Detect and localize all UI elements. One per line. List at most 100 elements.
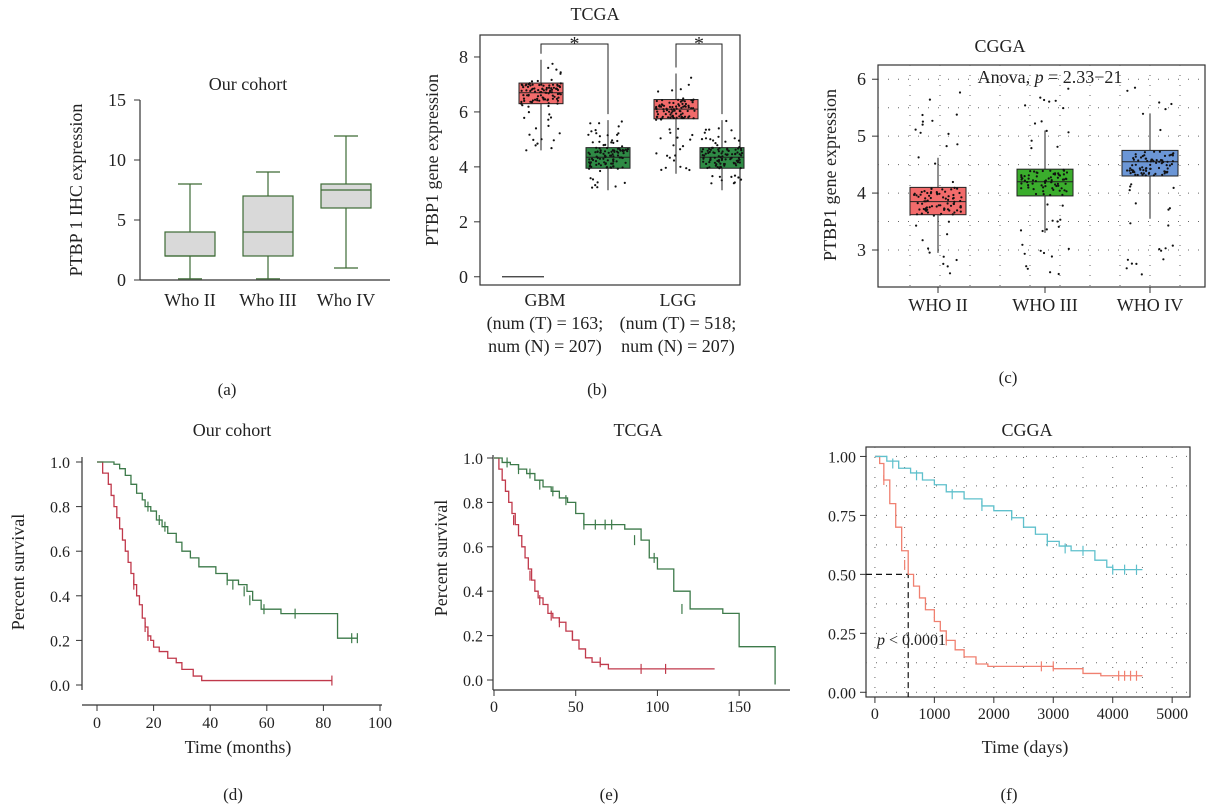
c-jitter-point bbox=[932, 214, 936, 217]
c-jitter-point bbox=[1054, 183, 1057, 186]
c-jitter-point bbox=[925, 206, 929, 209]
c-y-tick-label: 5 bbox=[857, 126, 866, 146]
b-jitter-point bbox=[617, 151, 620, 154]
b-jitter-point bbox=[721, 155, 724, 158]
b-jitter-point bbox=[711, 175, 714, 178]
c-jitter-point bbox=[959, 199, 962, 203]
b-jitter-point bbox=[706, 166, 709, 170]
c-jitter-point bbox=[953, 186, 956, 189]
c-jitter-point bbox=[1023, 179, 1026, 182]
c-jitter-point bbox=[1167, 208, 1170, 211]
b-jitter-point bbox=[692, 117, 695, 120]
c-jitter-point bbox=[1168, 154, 1171, 157]
b-jitter-point bbox=[716, 166, 719, 169]
f-x-tick-label: 0 bbox=[871, 706, 879, 723]
c-jitter-point bbox=[942, 196, 945, 199]
b-jitter-point bbox=[521, 104, 524, 107]
b-jitter-point bbox=[721, 150, 724, 153]
c-jitter-point bbox=[921, 239, 924, 242]
panel-a-title: Our cohort bbox=[209, 74, 287, 94]
b-jitter-point bbox=[665, 107, 668, 110]
b-jitter-point bbox=[591, 141, 594, 144]
c-jitter-point bbox=[953, 211, 956, 214]
b-jitter-point bbox=[542, 89, 546, 92]
b-jitter-point bbox=[588, 158, 591, 161]
c-jitter-point bbox=[1141, 155, 1144, 158]
c-jitter-point bbox=[1130, 183, 1133, 186]
b-jitter-point bbox=[614, 185, 617, 188]
b-jitter-point bbox=[537, 89, 540, 92]
c-jitter-point bbox=[951, 180, 955, 184]
c-jitter-point bbox=[1033, 122, 1037, 125]
c-jitter-point bbox=[930, 187, 933, 190]
c-jitter-point bbox=[1056, 176, 1059, 179]
c-jitter-point bbox=[1029, 170, 1032, 173]
b-jitter-point bbox=[536, 95, 540, 98]
c-jitter-point bbox=[942, 262, 945, 265]
b-jitter-point bbox=[708, 128, 711, 131]
b-jitter-point bbox=[594, 160, 598, 163]
b-jitter-point bbox=[730, 175, 733, 178]
c-jitter-point bbox=[1067, 87, 1070, 90]
b-jitter-point bbox=[672, 108, 676, 111]
d-y-tick-label: 0.6 bbox=[50, 544, 70, 561]
b-jitter-point bbox=[603, 161, 606, 164]
b-jitter-point bbox=[659, 137, 662, 140]
c-jitter-point bbox=[924, 200, 927, 203]
c-jitter-point bbox=[939, 204, 942, 207]
b-jitter-point bbox=[668, 128, 671, 131]
c-jitter-point bbox=[1043, 98, 1046, 102]
b-jitter-point bbox=[715, 163, 718, 166]
b-jitter-point bbox=[717, 135, 720, 138]
b-jitter-point bbox=[709, 138, 712, 141]
a-y-tick-label: 15 bbox=[108, 90, 126, 110]
b-jitter-point bbox=[522, 94, 525, 97]
c-jitter-point bbox=[960, 196, 963, 199]
c-jitter-point bbox=[1166, 170, 1169, 173]
panel-b-ylabel: PTBP1 gene expression bbox=[422, 74, 442, 246]
c-jitter-point bbox=[1049, 176, 1052, 179]
b-jitter-point bbox=[661, 99, 664, 102]
b-jitter-point bbox=[531, 99, 535, 102]
b-y-tick-label: 8 bbox=[459, 47, 468, 67]
c-jitter-point bbox=[1026, 267, 1029, 270]
c-jitter-point bbox=[1140, 172, 1143, 175]
c-jitter-point bbox=[1027, 186, 1030, 189]
b-jitter-point bbox=[733, 174, 737, 177]
c-jitter-point bbox=[1061, 204, 1064, 207]
c-jitter-point bbox=[1042, 193, 1045, 196]
c-jitter-point bbox=[1026, 181, 1029, 184]
b-jitter-point bbox=[737, 139, 741, 142]
b-jitter-point bbox=[703, 154, 706, 157]
b-jitter-point bbox=[669, 113, 672, 116]
b-jitter-point bbox=[717, 127, 720, 130]
b-jitter-point bbox=[612, 165, 615, 168]
c-jitter-point bbox=[946, 233, 949, 236]
b-jitter-point bbox=[529, 100, 532, 103]
b-jitter-point bbox=[589, 164, 592, 167]
c-jitter-point bbox=[1133, 86, 1137, 89]
b-jitter-point bbox=[701, 148, 705, 151]
c-jitter-point bbox=[1140, 273, 1143, 276]
b-jitter-point bbox=[666, 154, 669, 157]
c-jitter-point bbox=[1149, 163, 1152, 166]
c-jitter-point bbox=[938, 192, 941, 195]
d-x-tick-label: 20 bbox=[146, 715, 162, 732]
c-jitter-point bbox=[1129, 222, 1132, 225]
b-jitter-point bbox=[538, 83, 541, 87]
c-jitter-point bbox=[930, 205, 934, 208]
b-jitter-point bbox=[679, 88, 682, 91]
c-jitter-point bbox=[1163, 154, 1167, 157]
b-jitter-point bbox=[717, 155, 720, 158]
b-jitter-point bbox=[679, 148, 682, 151]
b-jitter-point bbox=[589, 177, 592, 180]
b-jitter-point bbox=[655, 106, 658, 110]
c-jitter-point bbox=[1134, 163, 1137, 166]
b-jitter-point bbox=[616, 139, 619, 143]
b-jitter-point bbox=[616, 167, 619, 170]
b-jitter-point bbox=[536, 142, 539, 145]
b-jitter-point bbox=[710, 146, 714, 149]
b-jitter-point bbox=[702, 156, 705, 160]
c-jitter-point bbox=[946, 265, 949, 268]
b-jitter-point bbox=[662, 110, 665, 113]
